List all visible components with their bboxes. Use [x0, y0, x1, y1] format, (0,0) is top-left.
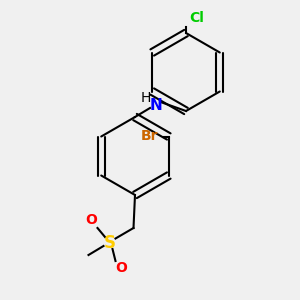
Text: O: O: [116, 262, 128, 275]
Text: N: N: [150, 98, 162, 112]
Text: O: O: [85, 214, 98, 227]
Text: S: S: [103, 234, 116, 252]
Text: H: H: [140, 91, 151, 104]
Text: Cl: Cl: [189, 11, 204, 26]
Text: Br: Br: [141, 130, 158, 143]
